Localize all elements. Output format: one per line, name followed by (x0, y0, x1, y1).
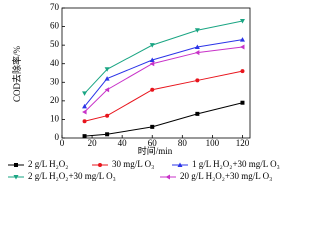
data-point (82, 134, 87, 139)
legend-label: 2 g/L H₂O₂ (28, 159, 68, 169)
data-point (240, 100, 245, 105)
y-tick-label: 30 (50, 76, 60, 86)
data-point (150, 124, 155, 129)
chart: COD去除率/% 时间/min 0 10 20 30 40 50 60 70 0 20 40 60 80… (8, 2, 280, 181)
x-axis-label: 时间/min (138, 145, 173, 156)
y-tick-label: 60 (50, 21, 60, 31)
data-point (194, 44, 200, 49)
legend-marker (165, 174, 170, 180)
y-axis-label: COD去除率/% (11, 45, 22, 102)
data-point (239, 19, 245, 24)
data-point (149, 43, 155, 48)
y-tick-label: 0 (55, 132, 60, 142)
y-tick-label: 40 (50, 58, 60, 68)
data-point (149, 57, 155, 62)
data-point (105, 132, 110, 137)
data-point (104, 67, 110, 72)
data-point (194, 50, 200, 56)
data-point (150, 87, 155, 92)
x-tick-label: 0 (60, 138, 65, 148)
y-tick-label: 10 (50, 113, 60, 123)
series-line (84, 102, 243, 137)
data-point (240, 69, 245, 74)
data-point (105, 113, 110, 118)
plot-frame (61, 7, 251, 139)
data-point (104, 87, 110, 93)
legend-label: 30 mg/L O₃ (112, 159, 154, 169)
data-point (104, 76, 110, 81)
data-point (82, 119, 87, 124)
x-tick-label: 100 (206, 138, 220, 148)
y-tick-label: 50 (50, 39, 60, 49)
legend-label: 2 g/L H₂O₂+30 mg/L O₃ (28, 171, 116, 181)
legend-marker (14, 163, 18, 167)
x-tick-label: 40 (118, 138, 128, 148)
legend-label: 20 g/L H₂O₂+30 mg/L O₃ (180, 171, 272, 181)
data-point (149, 61, 155, 67)
data-point (194, 28, 200, 33)
y-tick-label: 20 (50, 95, 60, 105)
data-point (239, 37, 245, 42)
x-tick-label: 60 (148, 138, 158, 148)
data-point (82, 103, 88, 109)
legend-label: 1 g/L H₂O₂+30 mg/L O₃ (192, 159, 280, 169)
legend-marker (98, 163, 102, 167)
data-point (195, 111, 200, 116)
data-point (82, 91, 88, 96)
data-point (82, 109, 87, 115)
x-tick-label: 20 (88, 138, 98, 148)
data-point (195, 78, 200, 83)
x-tick-label: 120 (236, 138, 250, 148)
legend-marker (13, 175, 19, 180)
legend-marker (177, 162, 183, 167)
data-point (239, 44, 245, 50)
x-tick-label: 80 (178, 138, 188, 148)
y-tick-label: 70 (50, 2, 60, 12)
